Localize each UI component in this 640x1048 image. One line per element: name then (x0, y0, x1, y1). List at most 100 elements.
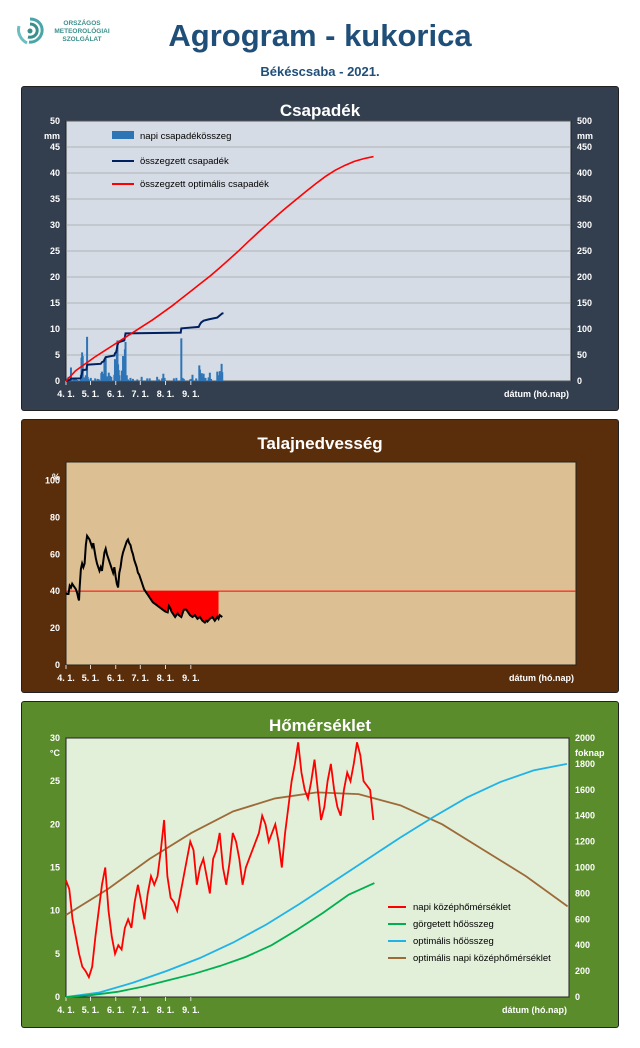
legend-swatch-daily (112, 131, 134, 139)
precip-bar (216, 371, 219, 381)
precip-bar (190, 378, 193, 381)
y-right-tick-label: 1800 (575, 759, 595, 769)
precip-bar (219, 373, 222, 381)
y-right-tick-label: 50 (577, 350, 587, 360)
precip-bar (202, 373, 205, 381)
legend-label-3: optimális napi középhőmérséklet (413, 953, 551, 964)
precip-bar (102, 373, 105, 381)
precipitation-chart: 0 5 10 15 20 25 30 35 40 45 50 mm 4. 1. 5. 1. 6. 1. 7. … (44, 116, 593, 399)
y-right-tick-label: 2000 (575, 733, 595, 743)
precip-bar (217, 375, 220, 381)
precip-bar (113, 359, 116, 381)
cumulative-precip-line (65, 312, 224, 382)
precip-bar (175, 377, 178, 381)
legend-daily-label: napi csapadékösszeg (140, 131, 231, 142)
y-tick-label: 50 (50, 116, 60, 126)
logo-swirl-icon (17, 17, 44, 45)
precip-bar (69, 367, 72, 381)
y-right-tick-label: 500 (577, 116, 592, 126)
plot-area (65, 461, 577, 666)
precip-bar (76, 379, 79, 381)
precip-bar (89, 377, 92, 381)
precip-bar (86, 376, 89, 381)
precip-bar (110, 376, 113, 381)
precip-bar (203, 377, 206, 381)
y-tick-label: 0 (55, 376, 60, 386)
precip-bar (156, 376, 159, 381)
legend-label-2: optimális hőösszeg (413, 936, 494, 947)
logo-line-2: METEOROLÓGIAI (54, 28, 110, 35)
y-tick-label: 10 (50, 906, 60, 916)
y-right-tick-label: 0 (575, 992, 580, 1002)
x-tick-label: 6. 1. (107, 1005, 125, 1015)
precip-bar (86, 336, 89, 381)
precip-bar (118, 375, 121, 381)
page-subtitle: Békéscsaba - 2021. (260, 64, 380, 79)
precip-bar (221, 372, 224, 381)
optimal-heat-sum-line (65, 763, 568, 998)
precip-bar (122, 356, 125, 381)
y-tick-label: 0 (55, 992, 60, 1002)
temperature-chart: 0 5 10 15 20 25 30 °C 4. 1. 5. 1. 6. 1. 7. 1. 8. 1. 9… (50, 733, 605, 1015)
y-right-axis-unit: foknap (575, 748, 605, 758)
y-right-tick-label: 350 (577, 194, 592, 204)
x-tick-label: 7. 1. (131, 673, 149, 683)
precip-bar (172, 378, 175, 381)
y-tick-label: 10 (50, 324, 60, 334)
x-tick-label: 8. 1. (157, 389, 175, 399)
precip-bar (120, 370, 123, 381)
y-axis-unit: °C (50, 748, 61, 758)
rolling-heat-sum-line (65, 882, 375, 998)
y-tick-label: 15 (50, 298, 60, 308)
y-tick-label: 45 (50, 142, 60, 152)
y-tick-label: 30 (50, 220, 60, 230)
y-right-tick-label: 250 (577, 246, 592, 256)
precip-bar (148, 378, 151, 381)
logo-line-3: SZOLGÁLAT (62, 36, 102, 43)
precip-bar (73, 379, 76, 381)
x-axis-title: dátum (hó.nap) (502, 1005, 567, 1015)
y-right-tick-label: 1400 (575, 811, 595, 821)
y-right-tick-label: 0 (577, 376, 582, 386)
precip-bar (146, 378, 149, 381)
precip-bar (100, 371, 103, 381)
soil-moisture-panel: Talajnedvesség 0 20 40 60 80 100% 4. 1. 5. 1. 6.… (22, 420, 618, 692)
y-tick-label: 30 (50, 733, 60, 743)
precip-bar (74, 378, 77, 381)
y-right-tick-label: 450 (577, 142, 592, 152)
precip-bar (182, 378, 185, 381)
y-tick-label: 0 (55, 660, 60, 670)
precip-bar (105, 376, 108, 381)
precip-bar (181, 377, 184, 381)
logo-line-1: ORSZÁGOS (63, 20, 101, 27)
y-right-tick-label: 200 (575, 966, 590, 976)
precip-bar (161, 378, 164, 381)
omsz-logo: ORSZÁGOS METEOROLÓGIAI SZOLGÁLAT (14, 16, 124, 56)
y-tick-label: 20 (50, 819, 60, 829)
precipitation-panel: Csapadék 0 5 10 15 20 25 30 35 40 45 50 mm 4. 1. 5. 1… (22, 87, 618, 410)
precip-bar (162, 373, 165, 381)
x-tick-label: 5. 1. (82, 389, 100, 399)
precip-bar (140, 376, 143, 381)
precip-bar (104, 358, 107, 381)
soil-moisture-title: Talajnedvesség (257, 434, 383, 453)
precip-bar (83, 377, 86, 381)
x-axis-title: dátum (hó.nap) (504, 389, 569, 399)
x-tick-label: 4. 1. (57, 673, 75, 683)
legend-label-1: görgetett hőösszeg (413, 919, 494, 930)
x-tick-label: 5. 1. (82, 673, 100, 683)
precip-bar (116, 340, 119, 381)
y-right-tick-label: 200 (577, 272, 592, 282)
precip-bar (180, 338, 183, 381)
precip-bar (81, 356, 84, 381)
y-tick-label: 60 (50, 549, 60, 559)
precip-bar (125, 375, 128, 381)
precip-bar (210, 378, 213, 381)
y-right-tick-label: 1600 (575, 785, 595, 795)
optimal-precip-line (65, 155, 374, 382)
precip-bar (94, 378, 97, 381)
precip-bar (136, 379, 139, 381)
y-tick-label: 5 (55, 949, 60, 959)
page-title: Agrogram - kukorica (168, 18, 472, 53)
y-tick-label: 100 (45, 475, 60, 485)
